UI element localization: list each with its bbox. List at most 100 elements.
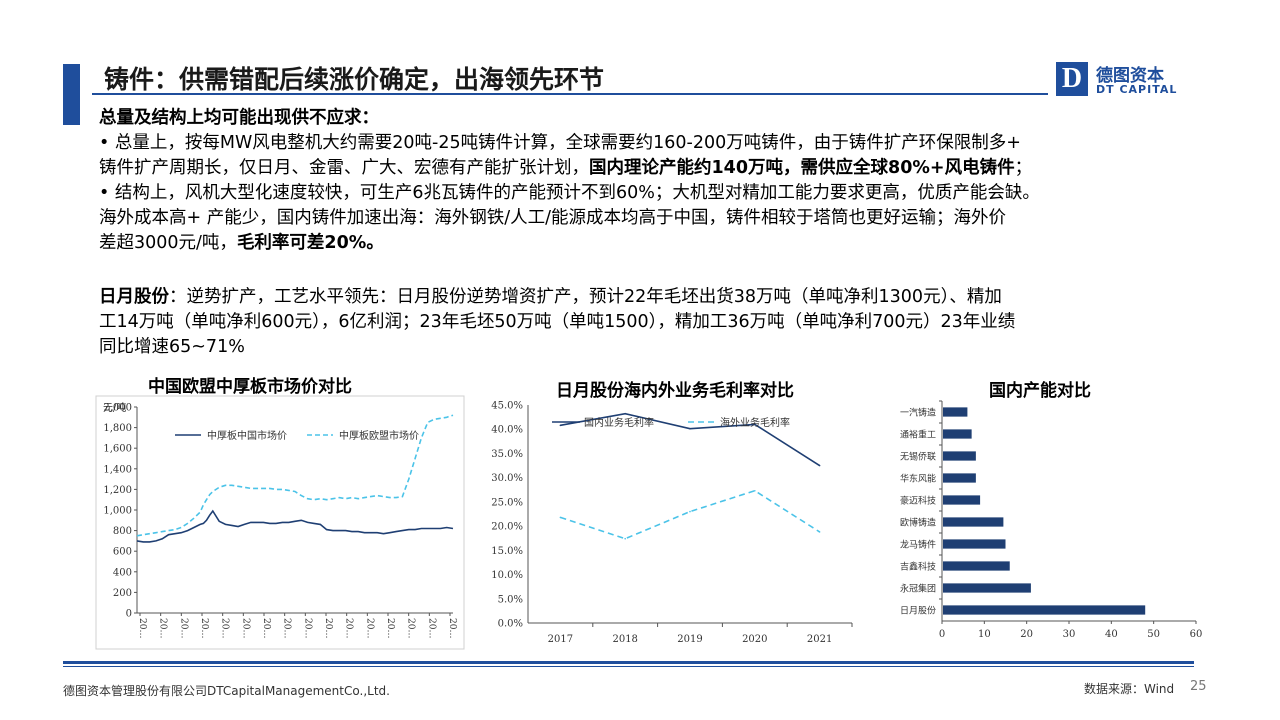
chart2-y-tick-label: 35.0%	[491, 449, 523, 460]
chart1-y-tick-label: 1,800	[103, 423, 132, 434]
chart3-category-label: 日月股份	[900, 605, 936, 617]
paragraph-total-line2-plain: 铸件扩产周期长，仅日月、金雷、广大、宏德有产能扩张计划，	[99, 158, 589, 178]
chart2-point-1	[818, 464, 821, 467]
chart1-x-tick-label: 20…	[178, 618, 188, 638]
chart3-x-tick-label: 50	[1147, 629, 1160, 640]
chart2-y-tick-label: 25.0%	[491, 497, 523, 508]
company-logo: D 德图资本 DT CAPITAL	[1056, 62, 1186, 98]
chart3-bar	[943, 605, 1146, 615]
riyue-label: 日月股份	[99, 287, 169, 307]
chart1-steel-plate-price: 0 200 400 600 800 1,000 1,200 1,400 1,600 1,800 2,…	[95, 395, 465, 650]
chart1-x-tick-label: 20…	[447, 618, 457, 638]
footer-divider	[63, 661, 1194, 664]
chart1-y-tick-label: 600	[113, 547, 132, 558]
chart3-category-label: 豪迈科技	[900, 495, 936, 507]
footer-source: 数据来源：Wind	[1084, 682, 1175, 696]
paragraph-overseas-line2-plain: 差超3000元/吨，	[99, 233, 237, 253]
chart3-bar	[943, 539, 1006, 549]
chart2-x-tick-label: 2019	[677, 634, 702, 645]
paragraph-riyue-line1: 日月股份：逆势扩产，工艺水平领先：日月股份逆势增资扩产，预计22年毛坯出货38万…	[99, 285, 1219, 310]
chart1-x-tick-label: 20…	[364, 618, 374, 638]
chart2-point-2	[754, 489, 756, 492]
paragraph-structure-line1: • 结构上，风机大型化速度较快，可生产6兆瓦铸件的产能预计不到60%；大机型对精…	[99, 183, 1040, 203]
chart3-category-label: 欧博铸造	[900, 517, 936, 529]
chart1-y-tick-label: 400	[113, 567, 132, 578]
chart3-title: 国内产能对比	[989, 381, 1091, 401]
chart1-series-line-1	[136, 509, 454, 543]
chart1-y-tick-label: 2,000	[103, 403, 132, 414]
footer-divider-thin	[63, 666, 1194, 667]
chart1-x-tick-label: 20…	[261, 618, 271, 638]
title-underline	[92, 93, 1048, 95]
chart1-x-tick-label: 20…	[323, 618, 333, 638]
paragraph-total-line2: 铸件扩产周期长，仅日月、金雷、广大、宏德有产能扩张计划，国内理论产能约140万吨…	[99, 156, 1219, 181]
chart2-y-tick-label: 20.0%	[491, 522, 523, 533]
chart3-x-tick-label: 30	[1063, 629, 1076, 640]
logo-mark: D	[1056, 62, 1088, 96]
chart2-point-1	[624, 412, 626, 415]
chart3-x-tick-label: 40	[1105, 629, 1118, 640]
chart1-legend-label-1: 中厚板中国市场价	[207, 429, 287, 442]
chart1-x-tick-label: 20…	[137, 618, 147, 638]
chart2-x-tick-label: 2018	[612, 634, 637, 645]
footer-company: 德图资本管理股份有限公司DTCapitalManagementCo.,Ltd.	[63, 684, 390, 698]
chart1-y-tick-label: 1,600	[103, 444, 132, 455]
chart3-category-label: 永冠集团	[900, 583, 936, 595]
chart3-bar	[943, 429, 972, 439]
chart2-y-tick-label: 30.0%	[491, 473, 523, 484]
chart2-point-2	[689, 510, 691, 513]
chart1-y-tick-label: 1,000	[103, 506, 132, 517]
chart2-point-1	[559, 424, 562, 427]
chart1-x-tick-label: 20…	[199, 618, 209, 638]
chart1-frame	[95, 395, 465, 650]
paragraph-riyue-line2: 工14万吨（单吨净利600元），6亿利润；23年毛坯50万吨（单吨1500），精…	[99, 312, 1016, 332]
chart3-bar	[943, 407, 968, 417]
chart3-x-tick-label: 0	[939, 629, 945, 640]
page-number: 25	[1190, 679, 1207, 694]
paragraph-total-line2-bold: 国内理论产能约140万吨，需供应全球80%+风电铸件	[589, 158, 1015, 178]
chart2-legend-label-2: 海外业务毛利率	[720, 416, 790, 429]
chart1-y-tick-label: 800	[113, 526, 132, 537]
logo-name-en: DT CAPITAL	[1096, 83, 1178, 96]
chart3-x-tick-label: 10	[978, 629, 991, 640]
chart2-point-2	[818, 531, 821, 533]
chart1-x-tick-label: 20…	[406, 618, 416, 638]
chart1-x-tick-label: 20…	[282, 618, 292, 638]
chart2-y-tick-label: 10.0%	[491, 570, 523, 581]
paragraph-total-line2-end: ；	[1014, 158, 1033, 178]
chart3-bar	[943, 583, 1031, 593]
chart1-y-unit: 元/吨	[103, 401, 126, 414]
logo-name-cn: 德图资本	[1096, 66, 1164, 86]
chart2-point-2	[559, 516, 562, 519]
paragraph-overseas-line2: 差超3000元/吨，毛利率可差20%。	[99, 231, 1219, 256]
section-heading-supply: 总量及结构上均可能出现供不应求：	[99, 108, 379, 128]
chart2-x-tick-label: 2017	[548, 634, 573, 645]
paragraph-riyue-line3: 同比增速65~71%	[99, 337, 245, 357]
chart2-point-1	[689, 427, 691, 430]
chart2-title: 日月股份海内外业务毛利率对比	[556, 381, 794, 401]
chart2-gross-margin: 0.0% 5.0% 10.0% 15.0% 20.0% 25.0% 30.0% 35.0% 40…	[491, 401, 853, 645]
chart3-category-label: 通裕重工	[900, 429, 936, 441]
chart2-y-tick-label: 5.0%	[498, 594, 523, 605]
paragraph-overseas-line2-bold: 毛利率可差20%。	[236, 233, 384, 253]
chart1-y-tick-label: 1,200	[103, 485, 132, 496]
chart2-series-line-2	[560, 489, 821, 540]
chart3-category-label: 无锡侨联	[900, 451, 936, 463]
chart2-y-tick-label: 15.0%	[491, 546, 523, 557]
chart1-x-tick-label: 20…	[344, 618, 354, 638]
chart3-bar	[943, 451, 976, 461]
chart2-y-tick-label: 45.0%	[491, 401, 523, 412]
chart3-category-label: 华东风能	[900, 473, 936, 485]
chart3-x-tick-label: 60	[1190, 629, 1203, 640]
chart1-legend-label-2: 中厚板欧盟市场价	[339, 429, 419, 442]
chart2-point-2	[624, 537, 626, 540]
chart2-legend-label-1: 国内业务毛利率	[584, 416, 654, 429]
paragraph-overseas-line1: 海外成本高+ 产能少，国内铸件加速出海：海外钢铁/人工/能源成本均高于中国，铸件…	[99, 208, 1007, 228]
chart2-y-tick-label: 0.0%	[498, 619, 523, 630]
chart3-category-label: 一汽铸造	[900, 407, 936, 419]
chart3-category-label: 吉鑫科技	[900, 561, 936, 573]
riyue-line1-text: ：逆势扩产，工艺水平领先：日月股份逆势增资扩产，预计22年毛坯出货38万吨（单吨…	[169, 287, 1002, 307]
title-accent-bar	[63, 64, 80, 125]
chart1-title: 中国欧盟中厚板市场价对比	[148, 377, 352, 397]
chart1-y-tick-label: 200	[113, 588, 132, 599]
